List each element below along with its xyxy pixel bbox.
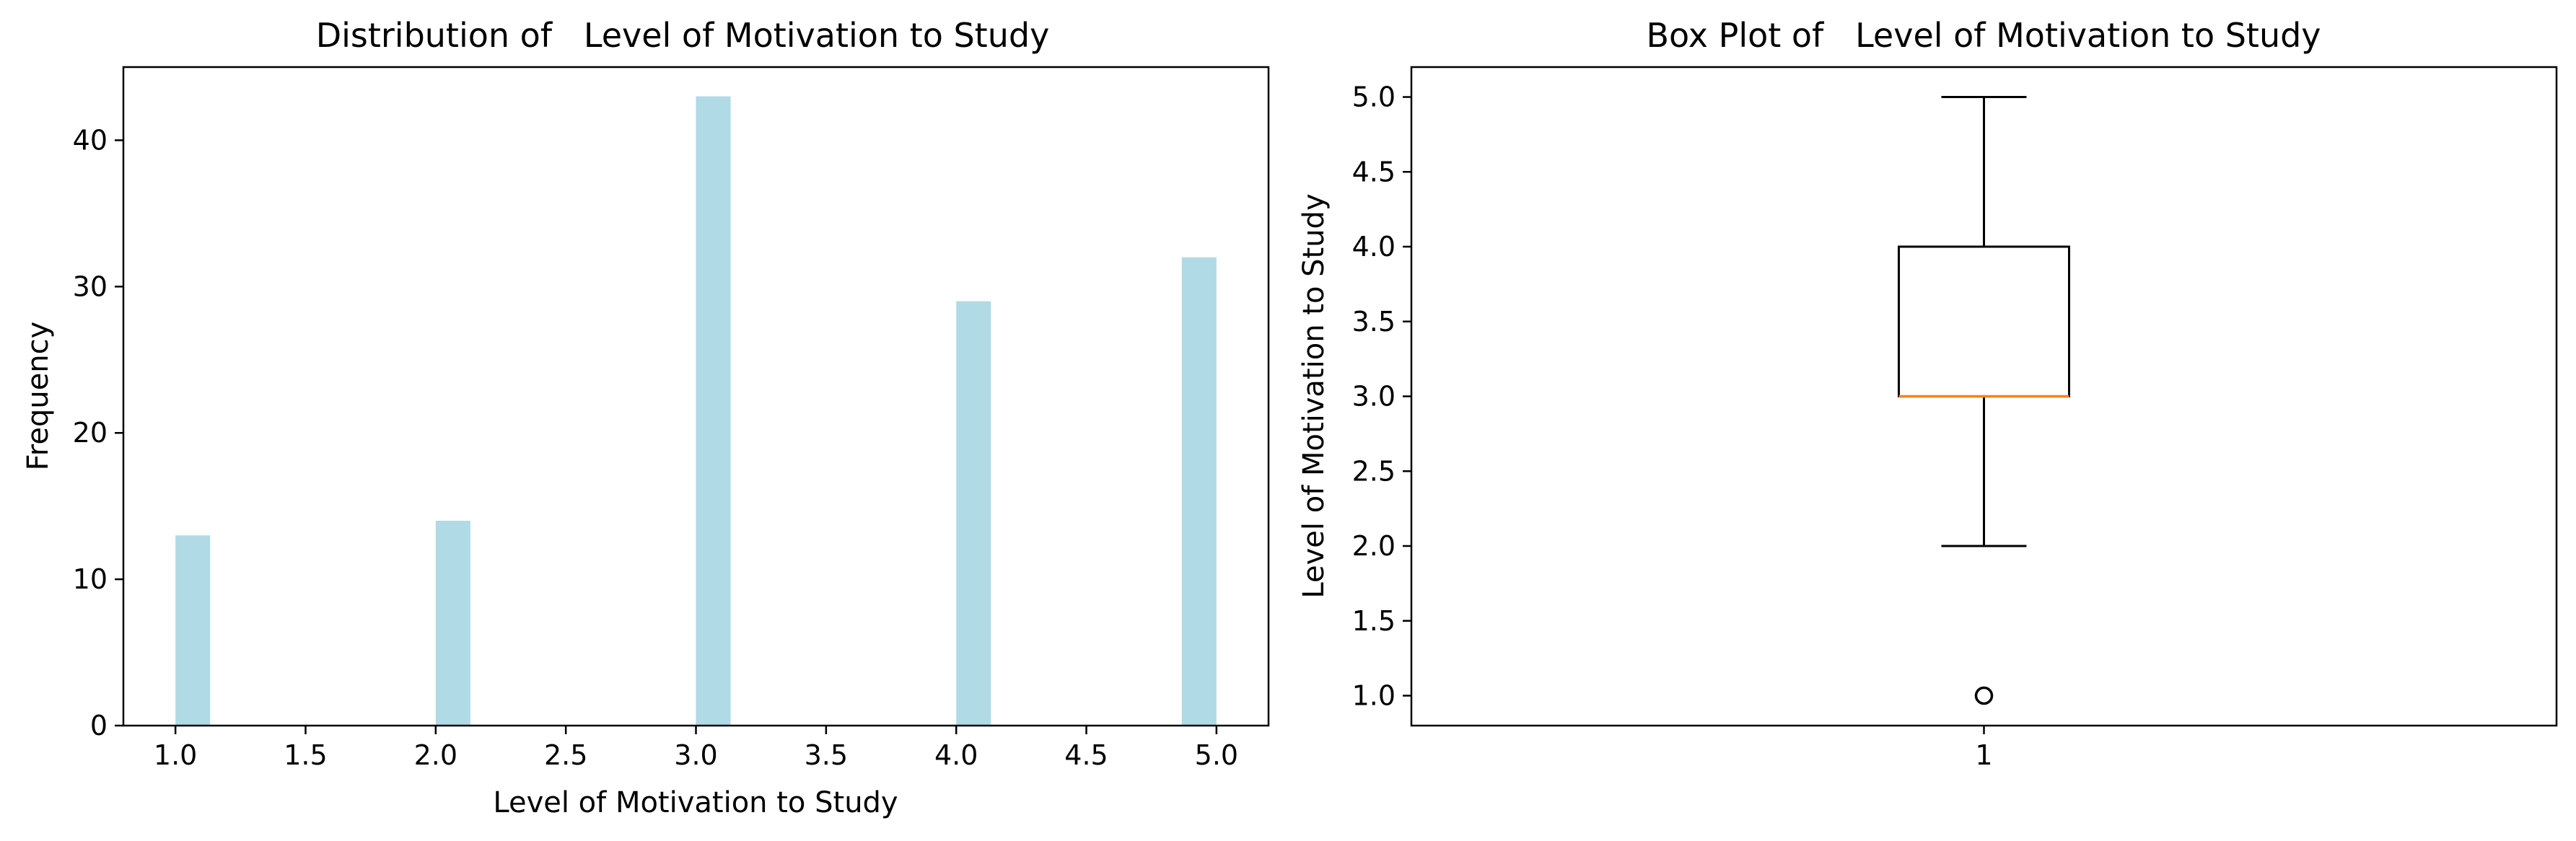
histogram-y-tick-label: 40 bbox=[73, 124, 108, 156]
histogram-bar bbox=[175, 535, 211, 726]
histogram-y-tick-label: 10 bbox=[73, 563, 108, 595]
boxplot-y-tick-label: 1.0 bbox=[1352, 680, 1396, 712]
boxplot-y-tick-label: 4.0 bbox=[1352, 231, 1396, 263]
histogram-y-axis-label: Frequency bbox=[22, 322, 55, 471]
boxplot-y-axis-label: Level of Motivation to Study bbox=[1297, 193, 1331, 598]
histogram-bar bbox=[696, 96, 731, 726]
histogram-title: Distribution of Level of Motivation to S… bbox=[316, 16, 1050, 55]
histogram-y-ticks: 0 10 20 30 40 bbox=[73, 124, 123, 741]
boxplot-y-tick-label: 1.5 bbox=[1352, 605, 1396, 637]
boxplot-box bbox=[1898, 245, 2070, 397]
histogram-bar bbox=[956, 301, 991, 726]
histogram-bar bbox=[435, 520, 470, 726]
boxplot-y-tick-label: 3.5 bbox=[1352, 306, 1396, 338]
boxplot-x-tick-label: 1 bbox=[1975, 739, 1992, 771]
histogram-bar bbox=[1181, 257, 1217, 726]
boxplot-title: Box Plot of Level of Motivation to Study bbox=[1646, 16, 2321, 55]
histogram-x-tick-label: 1.0 bbox=[154, 739, 197, 771]
histogram-x-tick-label: 4.0 bbox=[934, 739, 978, 771]
histogram-x-tick-label: 2.5 bbox=[544, 739, 587, 771]
boxplot-y-tick-label: 5.0 bbox=[1352, 82, 1396, 113]
histogram-chart: Distribution of Level of Motivation to S… bbox=[22, 16, 1270, 819]
histogram-x-tick-label: 3.5 bbox=[805, 739, 848, 771]
histogram-y-tick-label: 20 bbox=[73, 417, 108, 449]
boxplot-y-tick-label: 4.5 bbox=[1352, 156, 1396, 188]
histogram-x-axis-label: Level of Motivation to Study bbox=[493, 786, 898, 819]
histogram-y-tick-label: 30 bbox=[73, 270, 108, 302]
histogram-x-tick-label: 5.0 bbox=[1195, 739, 1238, 771]
histogram-y-tick-label: 0 bbox=[90, 710, 108, 741]
histogram-x-tick-label: 4.5 bbox=[1064, 739, 1108, 771]
boxplot-y-tick-label: 2.0 bbox=[1352, 530, 1396, 562]
boxplot-y-tick-label: 2.5 bbox=[1352, 455, 1396, 487]
boxplot-y-ticks: 1.0 1.5 2.0 2.5 3.0 3.5 4.0 4.5 5.0 bbox=[1352, 82, 1411, 712]
boxplot-outlier-point bbox=[1974, 686, 1994, 705]
histogram-x-tick-label: 1.5 bbox=[284, 739, 327, 771]
histogram-x-tick-label: 3.0 bbox=[674, 739, 717, 771]
boxplot-chart: Box Plot of Level of Motivation to Study… bbox=[1297, 16, 2558, 771]
boxplot-x-ticks: 1 bbox=[1975, 726, 1993, 771]
histogram-bars bbox=[175, 96, 1217, 726]
boxplot-y-tick-label: 3.0 bbox=[1352, 381, 1396, 413]
boxplot-body bbox=[1898, 96, 2070, 705]
histogram-x-tick-label: 2.0 bbox=[414, 739, 457, 771]
histogram-x-ticks: 1.0 1.5 2.0 2.5 3.0 3.5 4.0 4.5 5.0 bbox=[154, 726, 1238, 771]
